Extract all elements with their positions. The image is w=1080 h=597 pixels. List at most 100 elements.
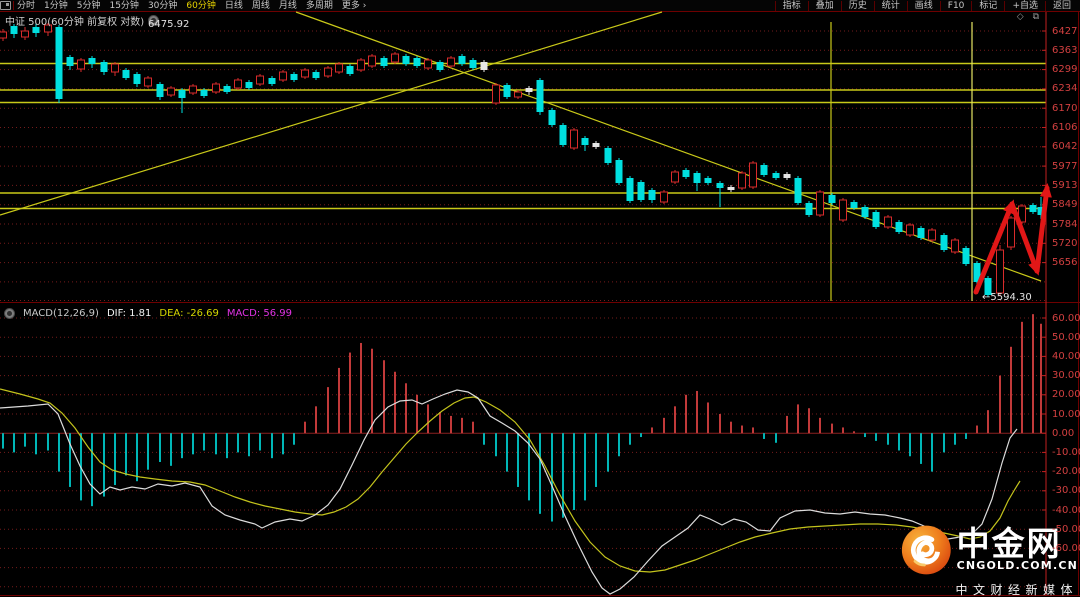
candle-body (727, 187, 735, 190)
candle-body (962, 248, 970, 264)
candle-body (660, 191, 668, 203)
candle-body (44, 24, 52, 33)
menu-item-多周期[interactable]: 多周期 (305, 0, 333, 11)
annotation-arrow (973, 199, 1015, 295)
candle-body (290, 74, 298, 80)
candle-body (794, 178, 802, 203)
candle-body (951, 239, 959, 253)
candle-body (1018, 205, 1026, 223)
candle-body (55, 27, 63, 99)
menu-item-历史[interactable]: 历史 (840, 0, 874, 11)
menu-separator (13, 1, 14, 10)
menu-item-15分钟[interactable]: 15分钟 (109, 0, 139, 11)
candle-body (828, 195, 836, 203)
candle-body (167, 87, 175, 96)
candle-body (615, 160, 623, 183)
candle-body (581, 138, 589, 145)
candle-body (514, 91, 522, 98)
menu-item-画线[interactable]: 画线 (906, 0, 940, 11)
menu-item-60分钟[interactable]: 60分钟 (186, 0, 216, 11)
candle-body (480, 62, 488, 70)
candle-body (682, 170, 690, 177)
candle-body (335, 63, 343, 73)
app-icon[interactable] (0, 1, 11, 10)
candle-body (839, 199, 847, 221)
candle-body (592, 143, 600, 147)
candle-body (693, 173, 701, 183)
candle-body (940, 235, 948, 250)
candle-body (469, 60, 477, 68)
candle-body (301, 69, 309, 78)
candle-body (805, 203, 813, 215)
candle-body (704, 178, 712, 183)
candle-body (200, 90, 208, 96)
candle-body (268, 78, 276, 84)
candle-body (0, 31, 7, 39)
annotation-arrow (1034, 183, 1052, 274)
candle-body (357, 59, 365, 71)
candle-body (783, 174, 791, 178)
menu-item-指标[interactable]: 指标 (774, 0, 808, 11)
candle-body (973, 263, 981, 282)
candle-body (324, 67, 332, 77)
candle-body (21, 30, 29, 38)
menu-item-日线[interactable]: 日线 (224, 0, 243, 11)
candle-body (850, 202, 858, 208)
menu-bar: 分时 1分钟 5分钟 15分钟 30分钟 60分钟 日线 周线 月线 多周期 更多 › 指标 叠加 历史… (0, 0, 1080, 12)
candle-body (671, 171, 679, 183)
candle-body (928, 229, 936, 241)
menu-item-周线[interactable]: 周线 (251, 0, 270, 11)
candle-body (144, 77, 152, 87)
candle-body (178, 90, 186, 98)
menu-item-5分钟[interactable]: 5分钟 (76, 0, 101, 11)
candle-body (906, 224, 914, 236)
menu-item-1分钟[interactable]: 1分钟 (44, 0, 68, 11)
candle-body (212, 83, 220, 93)
candle-body (536, 80, 544, 112)
candle-body (548, 110, 556, 125)
candle-body (917, 228, 925, 238)
menu-item-F10[interactable]: F10 (939, 0, 972, 11)
candle-body (861, 207, 869, 217)
menu-item-返回[interactable]: 返回 (1044, 0, 1078, 11)
candle-body (402, 56, 410, 64)
menu-item-+自选[interactable]: +自选 (1004, 0, 1045, 11)
timeframe-menu: 分时 1分钟 5分钟 15分钟 30分钟 60分钟 日线 周线 月线 多周期 更多 › (14, 1, 366, 11)
candle-body (189, 85, 197, 94)
trendline (295, 11, 1042, 282)
candle-body (133, 74, 141, 84)
menu-item-更多 ›[interactable]: 更多 › (341, 0, 367, 11)
menu-item-叠加[interactable]: 叠加 (807, 0, 841, 11)
candle-body (604, 148, 612, 163)
candle-body (245, 82, 253, 88)
candle-body (637, 182, 645, 200)
trendline (0, 11, 663, 216)
menu-item-月线[interactable]: 月线 (278, 0, 297, 11)
candle-body (738, 172, 746, 189)
candle-body (984, 278, 992, 295)
candle-body (1037, 207, 1045, 215)
candle-body (66, 57, 74, 66)
candle-body (424, 59, 432, 69)
candle-body (648, 190, 656, 200)
candle-body (156, 84, 164, 97)
candle-body (559, 125, 567, 145)
candle-body (458, 56, 466, 64)
candle-body (77, 59, 85, 70)
menu-item-30分钟[interactable]: 30分钟 (147, 0, 178, 11)
candle-body (279, 71, 287, 81)
candle-body (884, 216, 892, 228)
candle-body (772, 173, 780, 178)
candle-body (100, 62, 108, 72)
menu-item-分时[interactable]: 分时 (17, 0, 36, 11)
menu-item-统计[interactable]: 统计 (873, 0, 907, 11)
candle-body (234, 79, 242, 89)
candle-body (88, 58, 96, 64)
candle-body (760, 165, 768, 175)
candle-body (380, 58, 388, 66)
candle-body (492, 84, 500, 104)
menu-item-标记[interactable]: 标记 (971, 0, 1004, 11)
candle-body (122, 70, 130, 78)
candle-body (447, 57, 455, 67)
